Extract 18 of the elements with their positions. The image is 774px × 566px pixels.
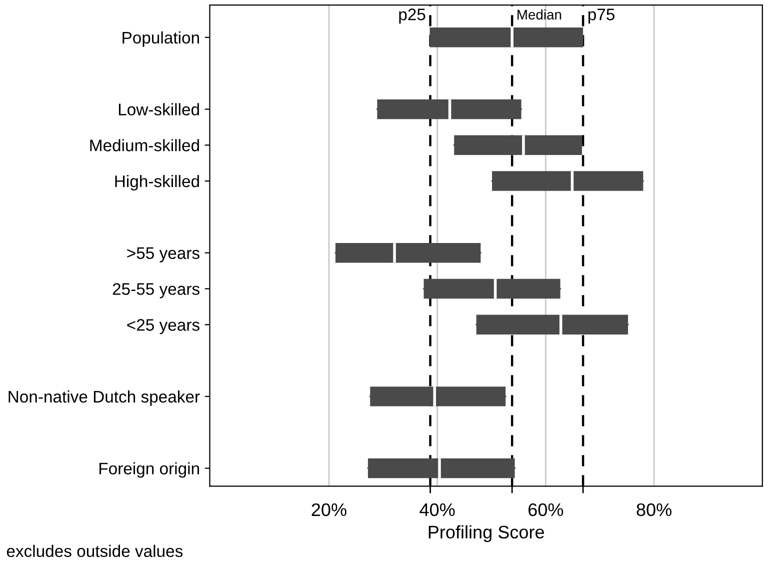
y-tick-label: <25 years [127,319,200,334]
x-axis-title: Profiling Score [428,525,544,542]
x-tick-label: 60% [528,503,564,516]
ref-line-label: p25 [399,8,426,24]
y-tick-label: High-skilled [115,174,199,191]
x-tick-label: 40% [420,503,455,516]
y-tick-label: Population [122,31,199,47]
y-tick-label: Medium-skilled [90,139,199,152]
y-tick-label: Low-skilled [118,103,199,116]
x-tick-label: 20% [312,503,346,516]
y-tick-label: Non-native Dutch speaker [8,390,200,406]
y-tick-label: 25-55 years [112,283,200,298]
ref-line-label: p75 [588,8,614,24]
x-tick-label: 80% [636,503,672,516]
y-tick-label: Foreign origin [100,462,199,478]
text: excludes outside values [6,544,183,558]
ref-line-label: Median [518,9,562,20]
y-tick-label: >55 years [127,247,200,262]
